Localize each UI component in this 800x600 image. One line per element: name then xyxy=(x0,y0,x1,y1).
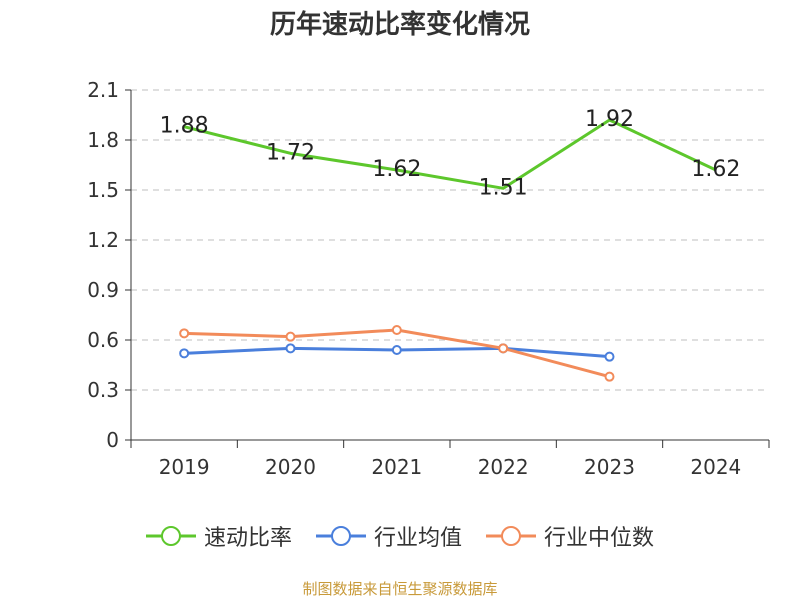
y-tick-label-6: 1.8 xyxy=(87,128,119,152)
series-1-point-2 xyxy=(391,345,402,355)
x-tick-label-1: 2020 xyxy=(265,455,316,479)
x-tick-label-0: 2019 xyxy=(159,455,210,479)
data-label-4: 1.92 xyxy=(585,107,634,132)
y-tick-label-3: 0.9 xyxy=(87,278,119,302)
data-labels: 1.88 1.72 1.62 1.51 1.92 1.62 xyxy=(160,107,741,200)
series-line-0 xyxy=(183,118,717,190)
series-2-point-1 xyxy=(285,331,296,342)
legend-label-2: 行业中位数 xyxy=(544,526,655,551)
y-tick-label-0: 0 xyxy=(106,428,119,452)
series-2-point-2 xyxy=(391,325,402,335)
data-label-3: 1.51 xyxy=(479,175,528,200)
legend-marker-1 xyxy=(315,526,366,546)
legend-label-0: 速动比率 xyxy=(203,526,292,551)
data-label-2: 1.62 xyxy=(372,157,421,182)
x-tick-label-4: 2023 xyxy=(584,455,635,479)
series-2-point-4 xyxy=(604,371,615,382)
y-tick-label-5: 1.5 xyxy=(87,178,119,202)
data-label-1: 1.72 xyxy=(266,140,315,165)
legend-item-1: 行业均值 xyxy=(315,520,462,552)
legend-marker-0 xyxy=(145,526,196,546)
y-tick-label-7: 2.1 xyxy=(87,78,119,102)
data-label-0: 1.88 xyxy=(160,114,209,139)
y-tick-label-1: 0.3 xyxy=(87,378,119,402)
series-layer xyxy=(179,118,717,382)
legend-item-0: 速动比率 xyxy=(145,520,292,552)
legend-label-1: 行业均值 xyxy=(373,526,462,551)
y-tick-label-4: 1.2 xyxy=(87,228,119,252)
y-tick-label-2: 0.6 xyxy=(87,328,119,352)
x-tick-label-2: 2021 xyxy=(371,455,422,479)
series-2-point-0 xyxy=(179,328,190,339)
series-2-point-3 xyxy=(498,343,509,354)
data-label-5: 1.62 xyxy=(691,157,740,182)
x-tick-label-5: 2024 xyxy=(690,455,741,479)
legend: 速动比率 行业均值 行业中位数 xyxy=(0,520,800,552)
chart-title: 历年速动比率变化情况 xyxy=(269,10,530,40)
legend-marker-2 xyxy=(486,526,536,546)
series-1-point-4 xyxy=(604,351,615,362)
grid-lines xyxy=(131,89,769,391)
series-1-point-1 xyxy=(285,343,296,354)
x-tick-label-3: 2022 xyxy=(478,455,529,479)
legend-item-2: 行业中位数 xyxy=(486,520,654,552)
source-note: 制图数据来自恒生聚源数据库 xyxy=(302,580,498,598)
axes: 0 0.3 0.6 0.9 1.2 1.5 1.8 2.1 2019 2020 2021 2022 20… xyxy=(87,78,770,479)
series-1-point-0 xyxy=(179,348,190,359)
